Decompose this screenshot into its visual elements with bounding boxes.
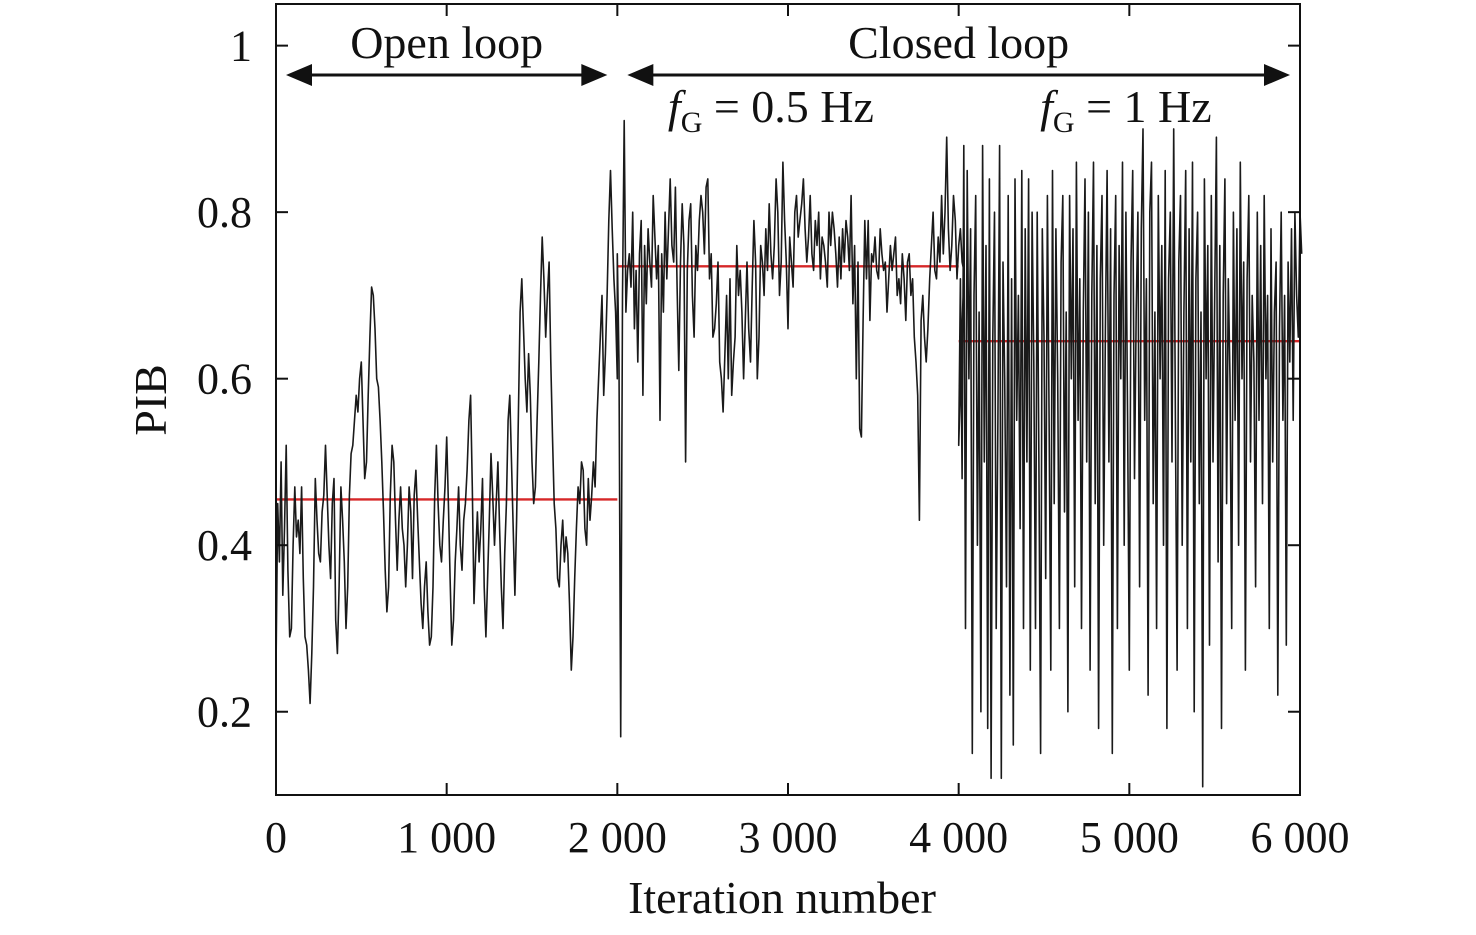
annotation-value: = 1 Hz [1075,81,1212,132]
annotation-value: = 0.5 Hz [702,81,874,132]
x-tick-label: 3 000 [739,813,838,862]
x-tick-labels: 0 1 000 2 000 3 000 4 000 5 000 6 000 [265,813,1350,862]
region-2-label: Closed loop [848,17,1069,68]
annotation-subscript: G [1053,106,1075,139]
y-tick-label: 0.4 [197,521,252,570]
pib-trace [275,119,1303,788]
x-tick-label: 1 000 [397,813,496,862]
frequency-annotation-2: fG = 1 Hz [1040,81,1212,139]
region-1-arrowhead-left [286,64,312,86]
x-tick-label: 4 000 [909,813,1008,862]
y-tick-label: 1 [230,22,252,71]
x-tick-label: 5 000 [1080,813,1179,862]
x-tick-label: 6 000 [1251,813,1350,862]
y-tick-label: 0.2 [197,688,252,737]
x-tick-label: 0 [265,813,287,862]
axis-ticks [275,4,1301,795]
y-tick-label: 0.6 [197,355,252,404]
y-tick-labels: 0.2 0.4 0.6 0.8 1 [197,22,252,737]
region-2-arrowhead-right [1264,64,1290,86]
series-trace [275,119,1303,788]
y-axis-title: PIB [125,364,176,436]
x-axis-title: Iteration number [628,872,936,923]
region-2-arrowhead-left [627,64,654,86]
annotations: Open loop Closed loop fG = 0.5 Hz fG = 1 Hz [286,17,1290,139]
annotation-subscript: G [681,106,703,139]
frequency-annotation-1: fG = 0.5 Hz [668,81,874,139]
region-1-label: Open loop [350,17,543,68]
x-tick-label: 2 000 [568,813,667,862]
y-tick-label: 0.8 [197,188,252,237]
region-1-arrowhead-right [581,64,608,86]
